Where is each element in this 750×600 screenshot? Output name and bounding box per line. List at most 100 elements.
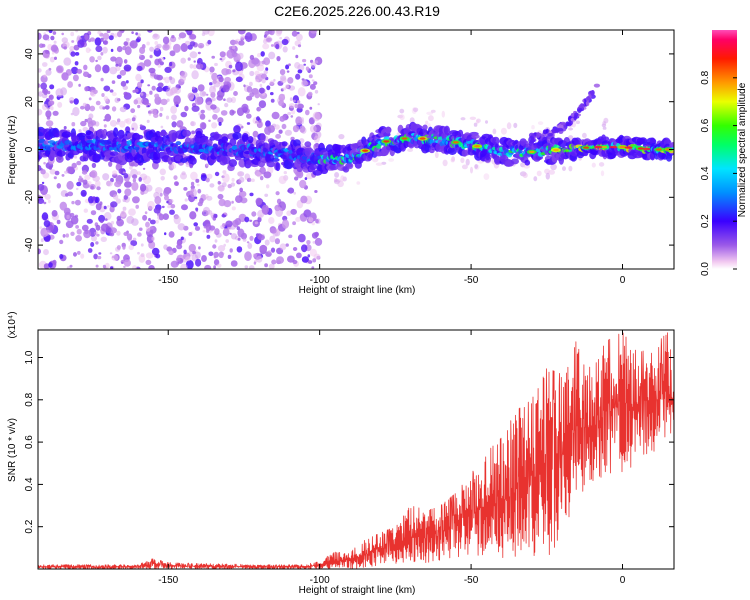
noise-blob [266, 85, 271, 91]
noise-blob [575, 120, 581, 125]
noise-blob [162, 213, 169, 221]
noise-blob [109, 227, 117, 234]
noise-blob [171, 35, 175, 39]
noise-blob [185, 163, 190, 168]
noise-blob [139, 227, 143, 231]
noise-blob [89, 56, 95, 63]
noise-blob [41, 212, 49, 221]
noise-blob [45, 120, 54, 127]
noise-blob [41, 181, 45, 185]
branch-blob [574, 112, 579, 117]
noise-blob [286, 210, 292, 216]
noise-blob [61, 174, 65, 177]
noise-blob [201, 32, 206, 37]
noise-blob [119, 106, 127, 113]
noise-blob [188, 96, 194, 101]
noise-blob [116, 215, 122, 221]
noise-blob [425, 120, 429, 125]
noise-blob [309, 83, 316, 90]
noise-blob [533, 176, 538, 182]
noise-blob [460, 157, 465, 164]
noise-blob [297, 233, 306, 243]
noise-blob [83, 64, 88, 71]
noise-blob [90, 91, 95, 96]
noise-blob [169, 198, 174, 204]
noise-blob [160, 176, 165, 181]
noise-blob [211, 122, 218, 129]
noise-blob [306, 240, 311, 245]
spectrogram-marks [38, 30, 674, 269]
noise-blob [225, 220, 233, 228]
ridge-hotspot [601, 145, 608, 149]
ridge-blob [346, 162, 354, 169]
noise-blob [287, 112, 292, 116]
noise-blob [218, 251, 224, 259]
noise-blob [168, 231, 175, 238]
noise-blob [264, 126, 272, 135]
noise-blob [285, 84, 289, 89]
noise-blob [278, 175, 287, 185]
noise-blob [48, 262, 53, 268]
noise-blob [278, 100, 285, 107]
noise-blob [148, 113, 152, 116]
noise-blob [269, 227, 277, 234]
noise-blob [224, 76, 232, 83]
noise-blob [124, 188, 132, 197]
noise-blob [271, 111, 280, 120]
branch-blob [578, 108, 583, 112]
noise-blob [110, 48, 114, 53]
noise-blob [43, 201, 47, 205]
noise-blob [162, 36, 170, 45]
noise-blob [107, 205, 110, 208]
branch-blob [585, 100, 590, 107]
noise-blob [278, 93, 286, 102]
noise-blob [233, 125, 241, 134]
noise-blob [246, 241, 250, 244]
noise-blob [123, 91, 128, 96]
noise-blob [78, 83, 81, 87]
noise-blob [185, 259, 194, 269]
snr-frame [37, 329, 675, 570]
spectrogram-y-axis-label: Frequency (Hz) [7, 116, 18, 185]
ridge-blob [134, 134, 144, 140]
noise-blob [164, 195, 169, 201]
noise-blob [249, 192, 254, 197]
noise-blob [246, 95, 253, 101]
noise-blob [169, 50, 176, 57]
noise-blob [74, 52, 80, 56]
noise-blob [100, 220, 104, 224]
noise-blob [356, 181, 361, 185]
ridge-blob [573, 137, 582, 147]
noise-blob [213, 213, 218, 218]
noise-blob [140, 253, 145, 258]
noise-blob [157, 58, 162, 63]
noise-blob [310, 61, 316, 69]
noise-blob [76, 228, 82, 235]
noise-blob [104, 113, 112, 122]
noise-blob [207, 39, 212, 45]
noise-blob [80, 189, 87, 197]
noise-blob [227, 184, 232, 189]
noise-blob [49, 56, 55, 63]
noise-blob [297, 64, 305, 72]
noise-blob [108, 161, 113, 167]
noise-blob [76, 181, 82, 187]
noise-blob [80, 253, 85, 259]
noise-blob [426, 111, 434, 116]
noise-blob [180, 172, 187, 180]
noise-blob [148, 67, 156, 74]
ridge-blob [275, 162, 281, 172]
noise-blob [128, 244, 134, 251]
noise-blob [231, 200, 234, 204]
noise-blob [40, 82, 47, 90]
noise-blob [256, 116, 260, 121]
noise-blob [246, 86, 253, 93]
noise-blob [149, 54, 153, 59]
noise-blob [51, 51, 55, 55]
noise-blob [222, 173, 230, 183]
noise-blob [293, 191, 297, 195]
noise-blob [307, 254, 311, 258]
noise-blob [189, 51, 198, 59]
noise-blob [94, 64, 102, 73]
